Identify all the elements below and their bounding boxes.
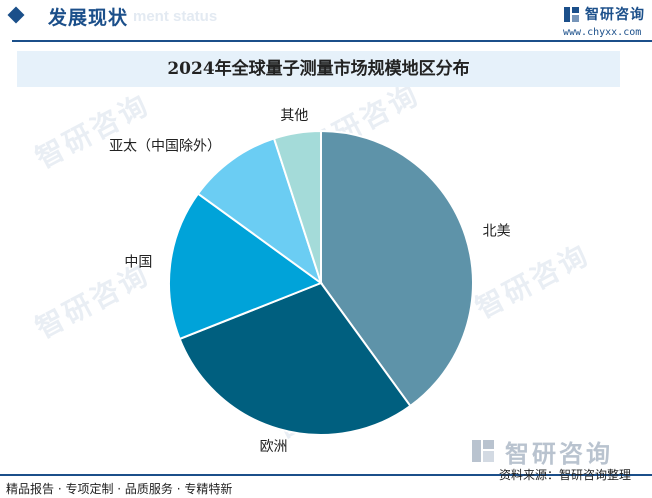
pie-slice [320,129,474,408]
pie-slice [178,281,412,436]
pie-slice [272,129,322,284]
slice-label: 北美 [483,223,511,239]
slice-label: 亚太（中国除外） [109,138,221,154]
pie-slice [196,137,323,286]
footer-logo-icon [472,440,494,462]
data-source: 资料来源：智研咨询整理 [499,468,632,482]
chart-title: 2024年全球量子测量市场规模地区分布 [167,59,470,79]
section-title: 发展现状 [48,7,129,29]
footer-brand: 智研咨询 [505,440,613,468]
slice-label: 其他 [280,108,308,124]
slice-label: 中国 [124,255,152,271]
chart-title-banner: 2024年全球量子测量市场规模地区分布 [17,51,620,87]
slice-label: 欧洲 [260,439,288,455]
page-header: 发展现状 ment status 智研咨询 www.chyxx.com [0,0,652,40]
header-divider [12,40,652,42]
brand-url: www.chyxx.com [563,27,642,38]
footer-divider [0,474,652,476]
brand-logo-icon [564,7,579,22]
section-subtitle: ment status [133,8,218,25]
footer-tagline: 精品报告 · 专项定制 · 品质服务 · 专精特新 [6,482,233,496]
pie-slice [168,192,324,341]
brand-name: 智研咨询 [585,7,645,23]
